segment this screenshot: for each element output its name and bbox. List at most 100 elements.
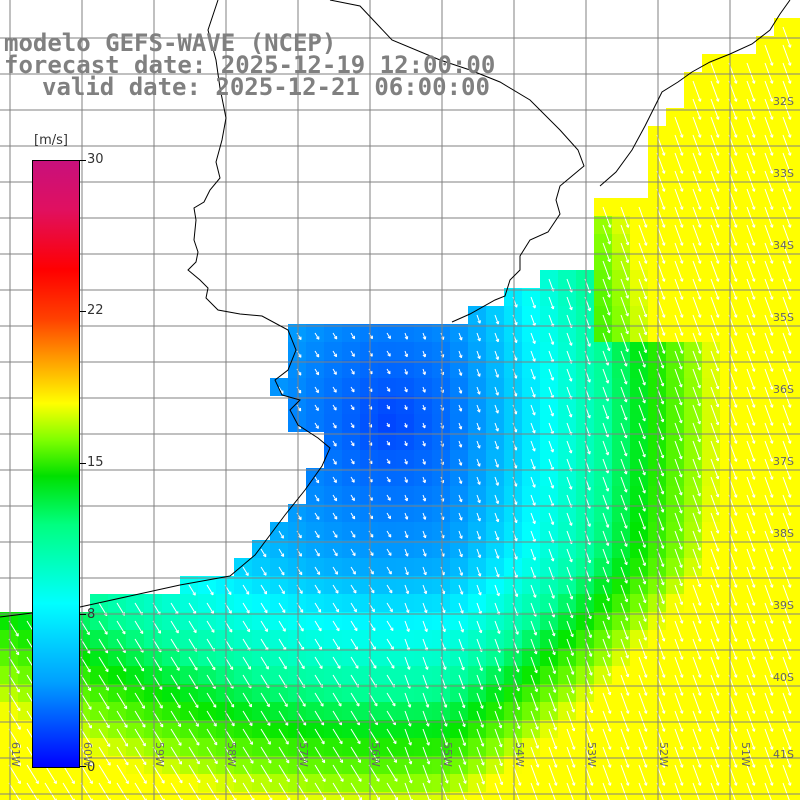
wind-arrow-head [569,615,573,619]
wind-arrow-head [661,261,665,264]
wind-arrow [458,620,464,633]
wind-arrow [692,548,701,569]
wind-arrow [386,548,392,556]
wind-arrow [566,692,575,713]
wind-arrow [134,602,143,616]
wind-arrow-head [497,650,501,653]
wind-arrow-head [315,426,319,429]
wind-arrow-head [495,375,499,378]
wind-arrow-head [303,760,307,764]
wind-arrow [638,458,646,476]
wind-arrow [188,638,198,652]
wind-arrow-head [733,243,737,246]
wind-arrow [278,710,289,726]
wind-arrow [188,602,197,615]
wind-arrow [602,692,611,714]
wind-arrow-head [715,351,719,354]
wind-arrow [710,620,719,642]
wind-arrow-head [643,225,647,228]
wind-arrow-head [477,320,481,324]
wind-arrow-head [733,225,737,228]
wind-arrow [746,314,755,336]
wind-arrow-head [552,690,556,693]
wind-arrow-head [607,294,611,298]
wind-arrow [458,674,465,690]
wind-arrow [674,404,683,424]
wind-arrow-head [353,591,357,594]
wind-arrow [530,692,538,711]
wind-arrow [764,242,773,264]
wind-arrow [602,674,611,696]
wind-arrow [638,422,646,440]
wind-arrow-head [262,554,267,558]
lon-label: 57W [297,742,310,767]
wind-arrow-head [532,359,536,362]
wind-arrow-head [733,747,737,750]
wind-arrow-head [351,372,355,375]
wind-arrow [602,548,609,564]
wind-arrow [476,548,481,558]
wind-cell [792,288,800,306]
wind-arrow-head [550,342,554,345]
wind-arrow [242,782,255,800]
wind-arrow-head [661,783,665,786]
wind-arrow-head [697,279,701,282]
lon-label: 55W [441,742,454,767]
wind-arrow [710,440,719,462]
wind-arrow [638,782,646,800]
wind-arrow-head [459,573,463,576]
wind-arrow [152,746,165,765]
wind-arrow [638,512,646,530]
wind-arrow-head [404,516,408,520]
wind-arrow [242,620,251,633]
wind-arrow [260,638,269,651]
wind-arrow-head [497,687,501,691]
wind-arrow [350,782,362,800]
wind-arrow-head [499,763,503,767]
wind-arrow-head [534,708,538,711]
wind-arrow-head [769,297,773,300]
wind-arrow [476,512,481,522]
wind-arrow [746,62,755,84]
wind-arrow [620,638,629,659]
wind-arrow [620,350,628,367]
wind-arrow [764,404,773,426]
wind-arrow [674,692,683,714]
wind-arrow-head [751,639,755,642]
wind-arrow-head [625,729,629,732]
wind-arrow [638,440,646,458]
wind-arrow-head [733,279,737,282]
wind-arrow-head [642,508,646,512]
wind-arrow [782,278,791,300]
wind-arrow [782,584,791,606]
wind-cell [774,792,792,800]
wind-arrow-head [697,457,701,461]
wind-cell [108,792,126,800]
wind-arrow-head [751,387,755,390]
wind-arrow-head [443,686,447,689]
wind-arrow-head [733,261,737,264]
wind-arrow [602,332,610,351]
wind-arrow-head [212,667,216,671]
wind-arrow-head [532,341,536,345]
wind-arrow-head [679,135,683,138]
wind-arrow [332,602,339,613]
wind-arrow [170,674,181,690]
wind-arrow [620,458,627,475]
wind-arrow-head [769,225,773,228]
wind-arrow-head [571,747,575,750]
wind-arrow [602,404,609,420]
wind-arrow [638,710,647,732]
wind-arrow-head [373,666,377,669]
wind-arrow [638,206,647,228]
wind-arrow-head [642,382,646,386]
wind-arrow-head [715,189,719,192]
wind-arrow-head [461,686,465,690]
wind-arrow [674,224,683,246]
wind-arrow [566,422,572,436]
wind-arrow [782,134,791,156]
wind-arrow [710,296,719,318]
wind-arrow-head [387,516,391,520]
wind-arrow-head [678,420,682,424]
wind-arrow-head [228,611,232,614]
